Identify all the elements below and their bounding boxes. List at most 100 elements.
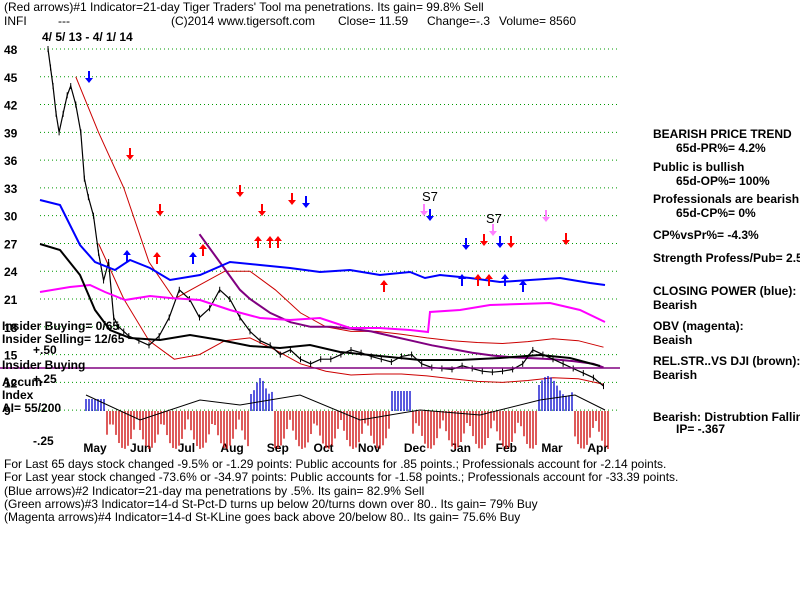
x-tick-label: Jul [178, 441, 195, 455]
buy-arrow [458, 274, 466, 286]
public-status: Public is bullish [653, 160, 745, 174]
arrow-head [85, 78, 93, 83]
close-value: Close= 11.59 [338, 14, 409, 28]
relstr-value: Bearish [653, 368, 698, 382]
footer-indicator-4: (Magenta arrows)#4 Indicator=14-d St-KLi… [4, 510, 521, 524]
sell-arrow [302, 196, 310, 208]
x-tick-label: Apr [587, 441, 608, 455]
closing-power-label: CLOSING POWER (blue): [653, 284, 797, 298]
buy-arrow [380, 280, 388, 292]
distribution-status: Bearish: Distrubtion Falling [653, 410, 800, 424]
sell-arrow [426, 209, 434, 221]
y-tick-label: 15 [4, 349, 18, 363]
sell-arrow [462, 238, 470, 250]
x-tick-label: Dec [404, 441, 426, 455]
obv-label: OBV (magenta): [653, 319, 744, 333]
sell-arrow [489, 224, 497, 236]
s7-annotation: S7 [422, 189, 438, 204]
insider-buying-ratio: Insider Buying= 0/65 [2, 319, 120, 333]
buy-arrow [274, 236, 282, 248]
footer-line-65d: For Last 65 days stock changed -9.5% or … [4, 457, 667, 471]
y-tick-label: 9 [4, 404, 11, 418]
arrow-head [489, 231, 497, 236]
trend-title: BEARISH PRICE TREND [653, 127, 792, 141]
relative-strength-line [39, 243, 601, 367]
arrow-head [380, 280, 388, 285]
arrow-head [474, 274, 482, 279]
sell-arrow [420, 204, 428, 216]
sell-arrow [126, 148, 134, 160]
accum-label: Accum [2, 375, 43, 389]
arrow-head [507, 243, 515, 248]
x-tick-label: Jan [450, 441, 471, 455]
sell-arrow [85, 71, 93, 83]
index-label: Index [2, 388, 34, 402]
buy-arrow [485, 274, 493, 286]
x-tick-label: Aug [220, 441, 243, 455]
arrow-head [189, 252, 197, 257]
s7-annotation: S7 [486, 211, 502, 226]
arrow-head [156, 211, 164, 216]
sell-arrow [156, 204, 164, 216]
minus-25-label: -.25 [33, 434, 54, 448]
sell-arrow [288, 193, 296, 205]
y-tick-label: 18 [4, 321, 18, 335]
arrow-head [420, 211, 428, 216]
upper-band-line [75, 76, 604, 348]
x-tick-label: Nov [358, 441, 381, 455]
arrow-head [288, 200, 296, 205]
plus-25-label: +.25 [33, 372, 57, 386]
y-tick-label: 21 [4, 293, 18, 307]
buy-arrow [501, 274, 509, 286]
op-value: 65d-OP%= 100% [676, 174, 770, 188]
buy-arrow [189, 252, 197, 264]
insider-selling-ratio: Insider Selling= 12/65 [2, 332, 125, 346]
y-tick-label: 45 [4, 71, 18, 85]
buy-arrow [199, 244, 207, 256]
plus-50-label: +.50 [33, 343, 57, 357]
y-tick-label: 48 [4, 43, 18, 57]
arrow-head [501, 274, 509, 279]
arrow-head [480, 241, 488, 246]
sell-arrow [480, 234, 488, 246]
arrow-head [258, 211, 266, 216]
buy-arrow [123, 250, 131, 262]
arrow-head [266, 236, 274, 241]
buy-arrow [474, 274, 482, 286]
arrow-head [496, 243, 504, 248]
accum-ma-line [85, 394, 606, 421]
sell-arrow [507, 236, 515, 248]
arrow-head [123, 250, 131, 255]
pr-value: 65d-PR%= 4.2% [676, 141, 766, 155]
arrow-head [274, 236, 282, 241]
arrow-head [199, 244, 207, 249]
cp-vs-pr-value: CP%vsPr%= -4.3% [653, 228, 759, 242]
strength-value: Strength Profess/Pub= 2.5 [653, 251, 800, 265]
professionals-status: Professionals are bearish [653, 192, 800, 206]
arrow-head [302, 203, 310, 208]
arrow-head [426, 216, 434, 221]
y-tick-label: 36 [4, 154, 18, 168]
change-value: Change=-.3 [427, 14, 491, 28]
copyright: (C)2014 www.tigersoft.com [171, 14, 316, 28]
buy-arrow [519, 280, 527, 292]
buy-arrow [266, 236, 274, 248]
ai-value: AI= 55/200 [2, 401, 62, 415]
y-tick-label: 33 [4, 182, 18, 196]
arrow-head [542, 217, 550, 222]
sell-arrow [562, 233, 570, 245]
relstr-label: REL.STR..VS DJI (brown): [653, 354, 800, 368]
cp-value: 65d-CP%= 0% [676, 206, 756, 220]
sell-arrow [542, 210, 550, 222]
y-tick-label: 42 [4, 99, 18, 113]
x-tick-label: Mar [541, 441, 563, 455]
obv-value: Beaish [653, 333, 693, 347]
y-tick-label: 27 [4, 237, 18, 251]
sell-arrow [258, 204, 266, 216]
ticker-dashes: --- [58, 14, 70, 28]
ip-value: IP= -.367 [676, 422, 726, 436]
arrow-head [562, 240, 570, 245]
y-tick-label: 39 [4, 126, 18, 140]
arrow-head [126, 155, 134, 160]
